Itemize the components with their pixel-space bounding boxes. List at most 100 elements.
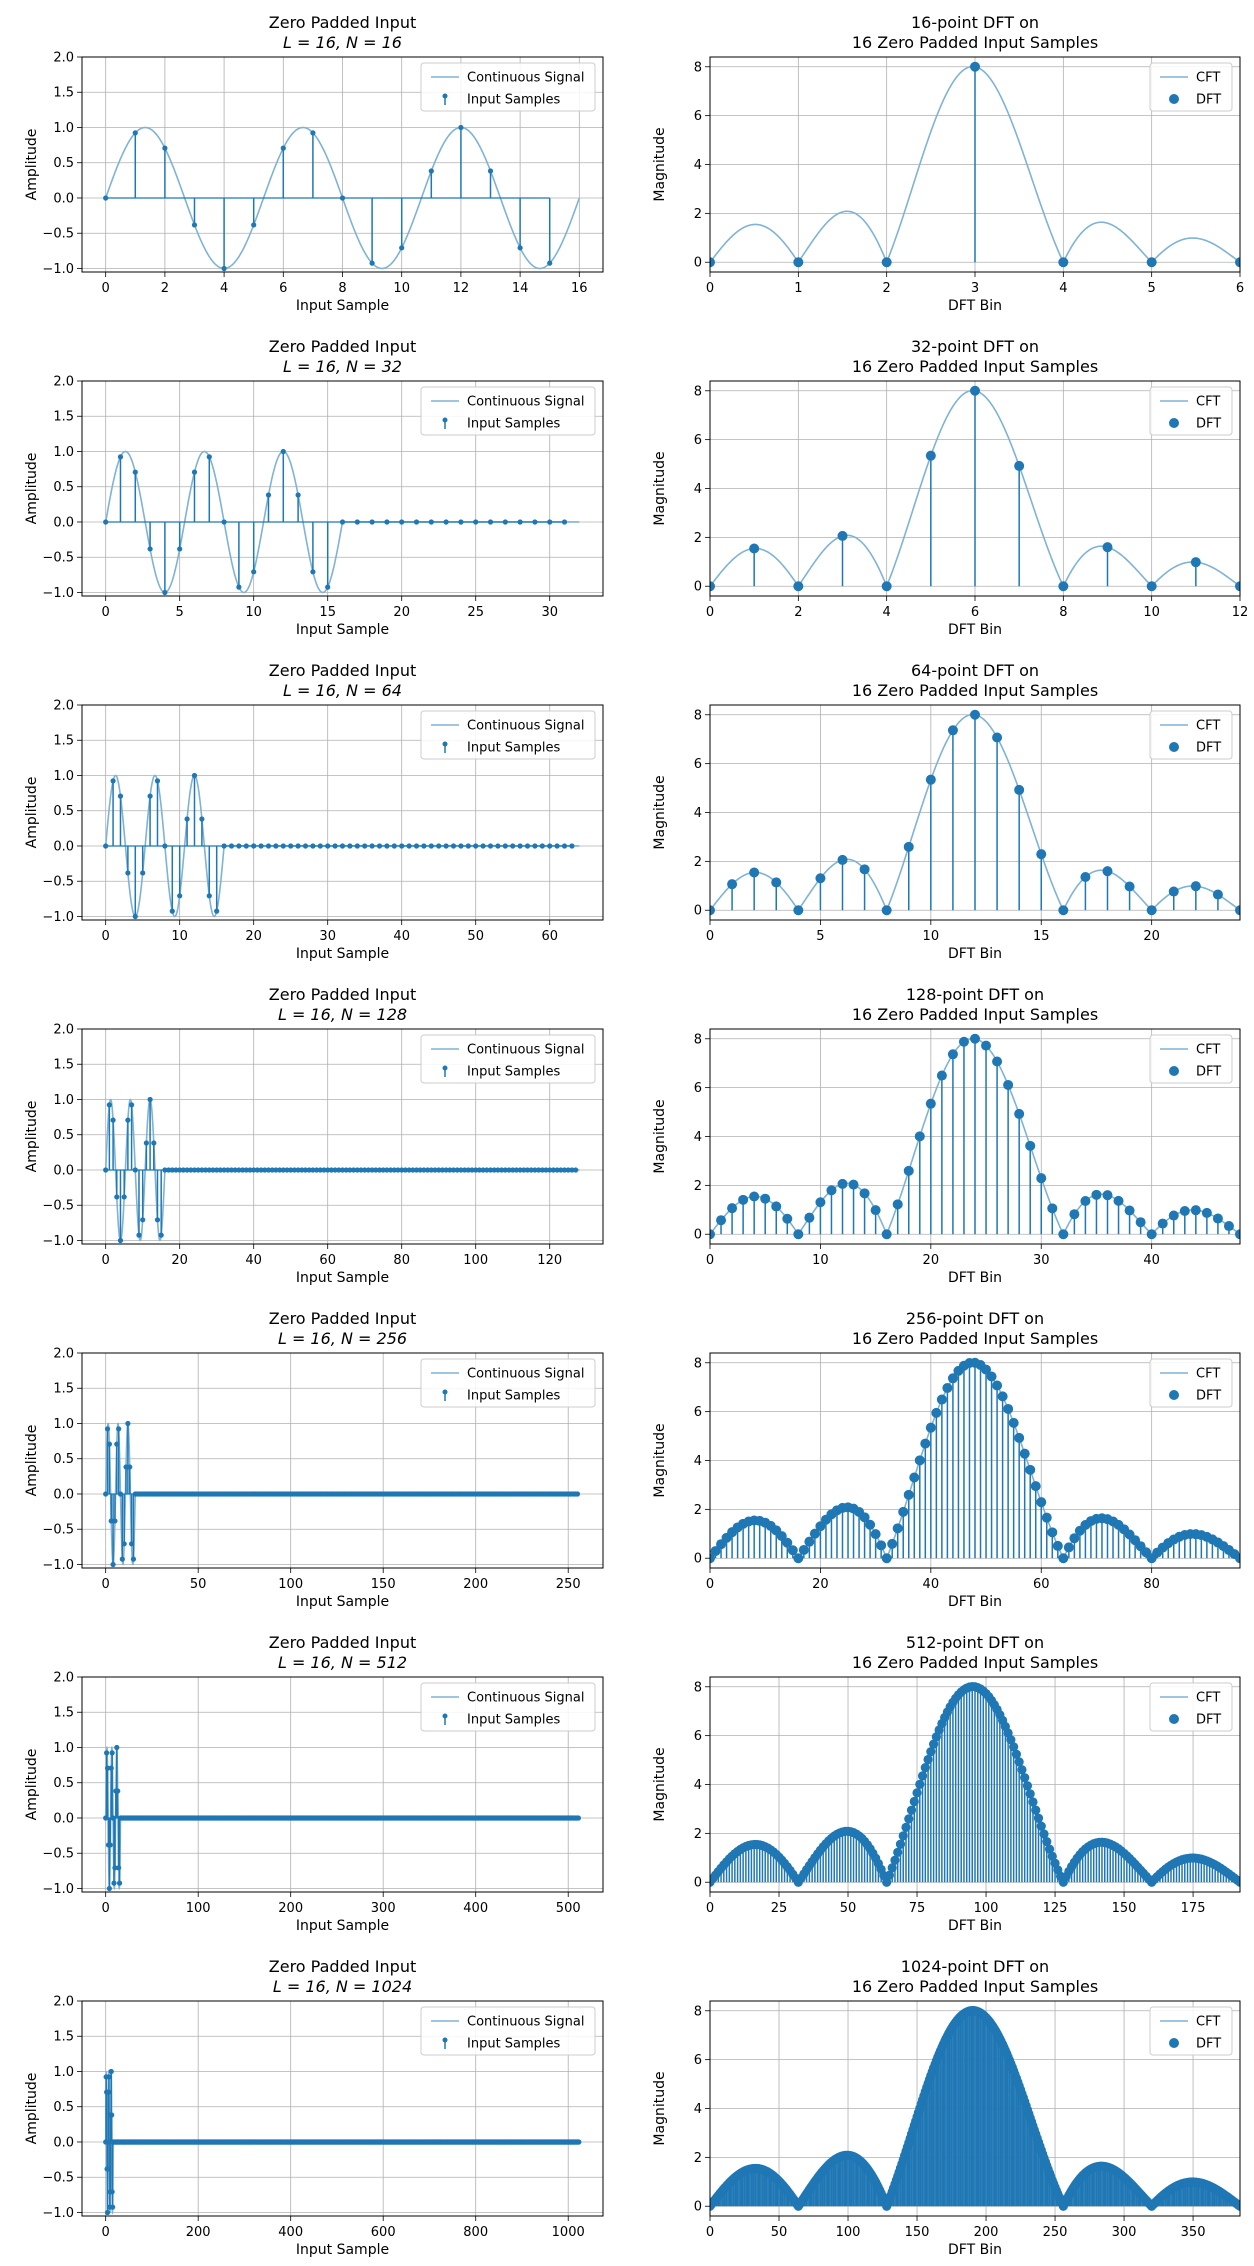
x-tick-label: 0 — [102, 605, 110, 620]
y-tick-label: 2.0 — [53, 1671, 74, 1686]
plot-area — [710, 61, 1240, 268]
input-sample-marker — [391, 1167, 397, 1173]
dft-marker — [1047, 1851, 1057, 1861]
y-tick-label: 0.5 — [53, 1128, 74, 1143]
legend-marker-swatch — [442, 2037, 448, 2043]
x-tick-label: 60 — [319, 1253, 336, 1268]
x-tick-label: 10 — [812, 1253, 829, 1268]
dft-marker — [909, 1472, 920, 1483]
input-sample-marker — [121, 1194, 127, 1200]
input-sample-marker — [110, 2204, 116, 2210]
dft-marker — [1036, 1821, 1046, 1831]
y-axis-label: Magnitude — [652, 127, 668, 201]
input-sample-marker — [384, 1167, 390, 1173]
input-sample-marker — [221, 1167, 227, 1173]
x-tick-label: 30 — [319, 929, 336, 944]
input-sample-marker — [399, 843, 405, 849]
dft-marker — [738, 1194, 749, 1205]
dft-marker — [887, 1538, 898, 1549]
x-tick-label: 0 — [706, 605, 714, 620]
input-sample-marker — [191, 222, 198, 228]
input-sample-marker — [532, 519, 538, 525]
y-tick-label: 6 — [694, 1081, 702, 1096]
y-axis-label: Magnitude — [652, 1099, 668, 1173]
dft-marker — [876, 1540, 887, 1551]
legend-marker-swatch — [1169, 742, 1179, 752]
dft-marker — [881, 581, 892, 592]
dft-marker — [809, 1528, 820, 1539]
input-sample-marker — [184, 1167, 190, 1173]
axes-frame — [709, 1028, 1241, 1245]
y-axis-label: Amplitude — [24, 1101, 40, 1173]
input-sample-marker — [413, 1167, 420, 1173]
y-tick-label: −0.5 — [42, 2171, 74, 2186]
panel-subtitle: L = 16, N = 64 — [283, 681, 402, 700]
legend-marker-swatch — [442, 417, 448, 423]
dft-marker — [782, 1537, 793, 1548]
y-tick-label: −1.0 — [42, 1558, 74, 1573]
y-tick-label: 1.0 — [53, 1093, 74, 1108]
input-sample-marker — [325, 584, 331, 590]
input-sample-marker — [354, 843, 360, 849]
input-sample-marker — [140, 1217, 146, 1223]
input-sample-marker — [332, 1167, 338, 1173]
y-tick-label: 1.5 — [53, 86, 74, 101]
input-sample-marker — [458, 124, 464, 131]
dft-marker — [1146, 581, 1157, 592]
y-tick-label: 1.0 — [53, 121, 74, 136]
dft-marker — [782, 1213, 793, 1224]
x-tick-label: 4 — [220, 281, 228, 296]
dft-marker — [925, 1098, 936, 1109]
x-axis-label: DFT Bin — [948, 298, 1002, 314]
x-tick-label: 80 — [1143, 1577, 1160, 1592]
input-sample-marker — [310, 130, 316, 136]
input-sample-marker — [115, 1788, 121, 1794]
input-sample-marker — [288, 843, 294, 849]
panel-title: Zero Padded Input — [269, 337, 416, 356]
dft-marker — [1102, 1190, 1113, 1201]
legend-marker-swatch — [442, 93, 448, 99]
y-axis-label: Amplitude — [24, 777, 40, 849]
x-tick-label: 2 — [794, 605, 802, 620]
input-sample-marker — [217, 1167, 223, 1173]
input-sample-marker — [108, 2068, 114, 2075]
legend-entry-1: CFT — [1196, 71, 1220, 86]
dft-marker — [1030, 1481, 1041, 1492]
y-tick-label: 2.0 — [53, 1995, 74, 2010]
y-tick-label: −1.0 — [42, 586, 74, 601]
input-sample-marker — [173, 1167, 179, 1173]
x-tick-label: 40 — [923, 1577, 940, 1592]
input-sample-marker — [108, 1765, 114, 1771]
x-tick-label: 200 — [974, 2225, 999, 2240]
input-sample-marker — [239, 1167, 246, 1173]
dft-marker — [865, 1519, 876, 1530]
legend-marker-swatch — [1169, 1066, 1179, 1076]
y-tick-label: 0.0 — [53, 1811, 74, 1826]
y-tick-label: 2.0 — [53, 51, 74, 66]
dft-marker — [931, 1407, 942, 1418]
input-sample-marker — [450, 1167, 457, 1173]
input-sample-marker — [543, 1167, 549, 1173]
y-tick-label: 0.5 — [53, 1452, 74, 1467]
input-sample-marker — [576, 2139, 582, 2145]
dft-marker — [992, 1056, 1003, 1067]
legend-entry-1: Continuous Signal — [467, 395, 585, 410]
dft-marker — [716, 1215, 727, 1226]
dft-marker — [1014, 1432, 1025, 1443]
dft-marker — [793, 257, 804, 268]
dft-marker — [793, 581, 804, 592]
input-sample-marker — [147, 1096, 153, 1103]
dft-marker — [1033, 1813, 1044, 1823]
plot-area — [103, 1420, 581, 1568]
input-sample-marker — [380, 1167, 386, 1173]
legend-box — [420, 62, 596, 112]
x-tick-label: 50 — [467, 929, 484, 944]
legend-entry-1: Continuous Signal — [467, 1367, 585, 1382]
y-tick-label: 6 — [694, 109, 702, 124]
legend-entry-2: Input Samples — [467, 93, 561, 108]
dft-marker — [749, 543, 760, 554]
input-sample-marker — [569, 843, 575, 849]
